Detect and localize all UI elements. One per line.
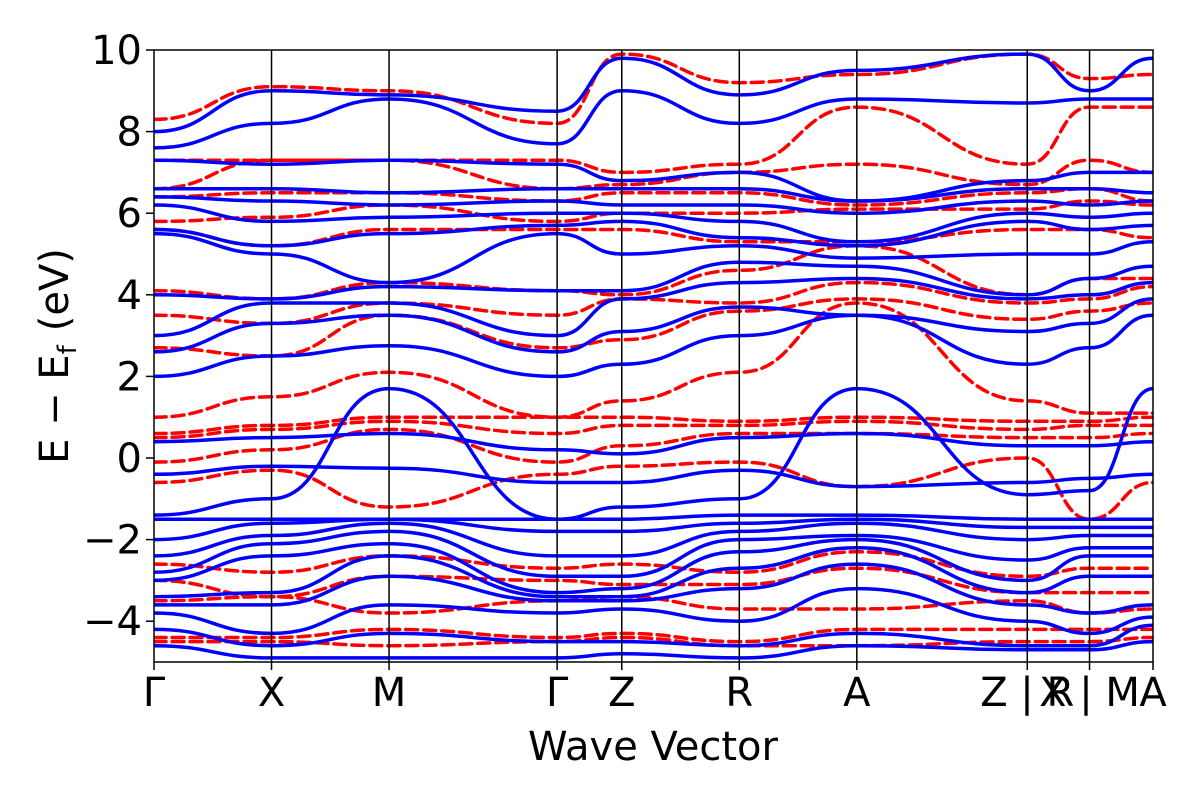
x-tick-label: Z xyxy=(608,670,635,716)
dashed-band-6 xyxy=(154,456,1153,521)
dashed-band-12 xyxy=(154,280,1153,326)
solid-band-20 xyxy=(154,203,1153,244)
solid-band-21 xyxy=(154,195,1153,215)
y-axis-label-main: E − E xyxy=(32,354,78,464)
y-axis-label: E − Ef (eV) xyxy=(32,248,83,464)
solid-band-1 xyxy=(154,639,1153,660)
y-axis-ticks: −4 −2 0 2 4 6 8 10 xyxy=(83,28,154,645)
y-axis-label-unit: (eV) xyxy=(32,248,78,331)
dashed-band-11 xyxy=(154,297,1153,358)
solid-band-15 xyxy=(154,297,1153,354)
solid-band-17 xyxy=(154,260,1153,301)
solid-band-12 xyxy=(154,464,1153,489)
solid-band-22 xyxy=(154,186,1153,203)
y-tick-label: 2 xyxy=(117,354,142,400)
dashed-band-1 xyxy=(154,635,1153,648)
x-tick-label: X | M xyxy=(1039,670,1140,716)
y-tick-label: −2 xyxy=(83,518,142,564)
x-tick-label: Z | R xyxy=(980,670,1074,716)
dashed-band-16 xyxy=(154,186,1153,207)
x-tick-label: A xyxy=(843,670,871,716)
dashed-band-3 xyxy=(154,594,1153,615)
solid-band-series xyxy=(154,52,1153,660)
solid-band-2 xyxy=(154,623,1153,648)
x-tick-label: Γ xyxy=(546,670,569,716)
y-tick-label: 8 xyxy=(117,110,142,156)
high-symmetry-lines xyxy=(270,50,1091,662)
plot-frame xyxy=(153,49,1154,663)
plot-background xyxy=(154,50,1153,662)
solid-band-11 xyxy=(154,386,1153,521)
x-tick-label: M xyxy=(372,670,407,716)
dashed-band-9 xyxy=(154,415,1153,436)
y-tick-label: 0 xyxy=(117,436,142,482)
dashed-band-8 xyxy=(154,419,1153,440)
x-tick-label: A xyxy=(1139,670,1167,716)
y-tick-label: 6 xyxy=(117,191,142,237)
solid-band-6 xyxy=(154,537,1153,595)
solid-band-25 xyxy=(154,52,1153,134)
solid-band-14 xyxy=(154,313,1153,379)
x-tick-label: Γ xyxy=(143,670,166,716)
solid-band-3 xyxy=(154,586,1153,636)
y-tick-label: 10 xyxy=(91,28,142,74)
solid-band-16 xyxy=(154,276,1153,338)
dashed-band-15 xyxy=(154,199,1153,224)
x-tick-label: X xyxy=(258,670,285,716)
x-axis-label: Wave Vector xyxy=(528,724,779,770)
solid-band-19 xyxy=(154,219,1153,248)
x-tick-label: R xyxy=(725,670,753,716)
solid-band-4 xyxy=(154,562,1153,615)
y-tick-label: −4 xyxy=(83,599,142,645)
y-axis-label-subscript: f xyxy=(53,344,83,354)
y-tick-label: 4 xyxy=(117,273,142,319)
